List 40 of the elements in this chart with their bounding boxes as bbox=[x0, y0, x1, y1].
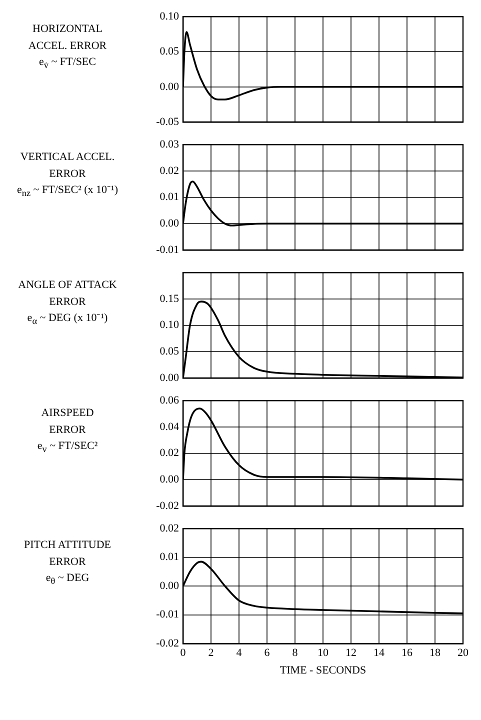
y-tick-label: 0.05 bbox=[160, 346, 180, 358]
y-tick-label: 0.02 bbox=[160, 522, 179, 534]
y-tick-label: 0.02 bbox=[160, 447, 179, 460]
text: ANGLE OF ATTACK ERROR e$_{α}$ ~ DEG (x 10⁻¹) bbox=[18, 279, 117, 327]
y-tick-label: 0.06 bbox=[160, 394, 180, 406]
y-tick-label: 0.01 bbox=[160, 191, 179, 204]
y-tick-label: 0.00 bbox=[160, 474, 180, 486]
x-tick-label: 12 bbox=[346, 647, 356, 660]
y-tick-label: 0.01 bbox=[160, 551, 179, 564]
y-tick-label: 0.04 bbox=[160, 420, 180, 433]
y-tick-label: -0.02 bbox=[156, 637, 179, 650]
y-tick-label: 0.02 bbox=[160, 164, 179, 177]
y-tick-label: 0.03 bbox=[160, 138, 180, 150]
x-tick-label: 20 bbox=[458, 647, 469, 660]
y-tick-label: -0.01 bbox=[156, 608, 179, 621]
y-tick-label: 0.00 bbox=[160, 372, 180, 384]
x-tick-label: 0 bbox=[180, 647, 186, 660]
y-tick-label: 0.15 bbox=[160, 292, 180, 305]
x-tick-label: 4 bbox=[236, 647, 242, 660]
y-tick-label: 0.00 bbox=[160, 218, 180, 230]
y-tick-label: 0.00 bbox=[160, 80, 180, 93]
x-tick-label: 10 bbox=[318, 647, 329, 660]
y-tick-label: -0.01 bbox=[156, 244, 179, 256]
y-tick-label: -0.05 bbox=[156, 116, 180, 128]
y-axis-title: PITCH ATTITUDE ERROR e$_{θ}$ ~ DEG bbox=[22, 538, 112, 588]
x-tick-label: 18 bbox=[430, 647, 441, 660]
y-tick-label: 0.05 bbox=[160, 46, 180, 58]
x-tick-label: 6 bbox=[264, 647, 270, 660]
x-axis-title: TIME - SECONDS bbox=[280, 664, 366, 676]
y-tick-label: -0.02 bbox=[156, 500, 179, 512]
x-tick-label: 8 bbox=[292, 647, 298, 660]
x-tick-label: 14 bbox=[374, 647, 385, 660]
y-tick-label: 0.10 bbox=[160, 10, 180, 22]
y-tick-label: 0.10 bbox=[160, 319, 180, 332]
y-axis-title: AIRSPEED ERROR e$_{v}$ ~ FT/SEC² bbox=[36, 406, 99, 457]
y-axis-title: HORIZONTAL ACCEL. ERROR e$_{v̇}$ ~ FT/SEC bbox=[27, 22, 108, 73]
x-tick-label: 2 bbox=[208, 647, 214, 660]
text: VERTICAL ACCEL. ERROR e$_{nz}$ ~ FT/SEC² (x 10⁻¹) bbox=[17, 151, 118, 199]
y-tick-label: 0.00 bbox=[160, 580, 180, 592]
x-tick-label: 16 bbox=[402, 647, 413, 660]
